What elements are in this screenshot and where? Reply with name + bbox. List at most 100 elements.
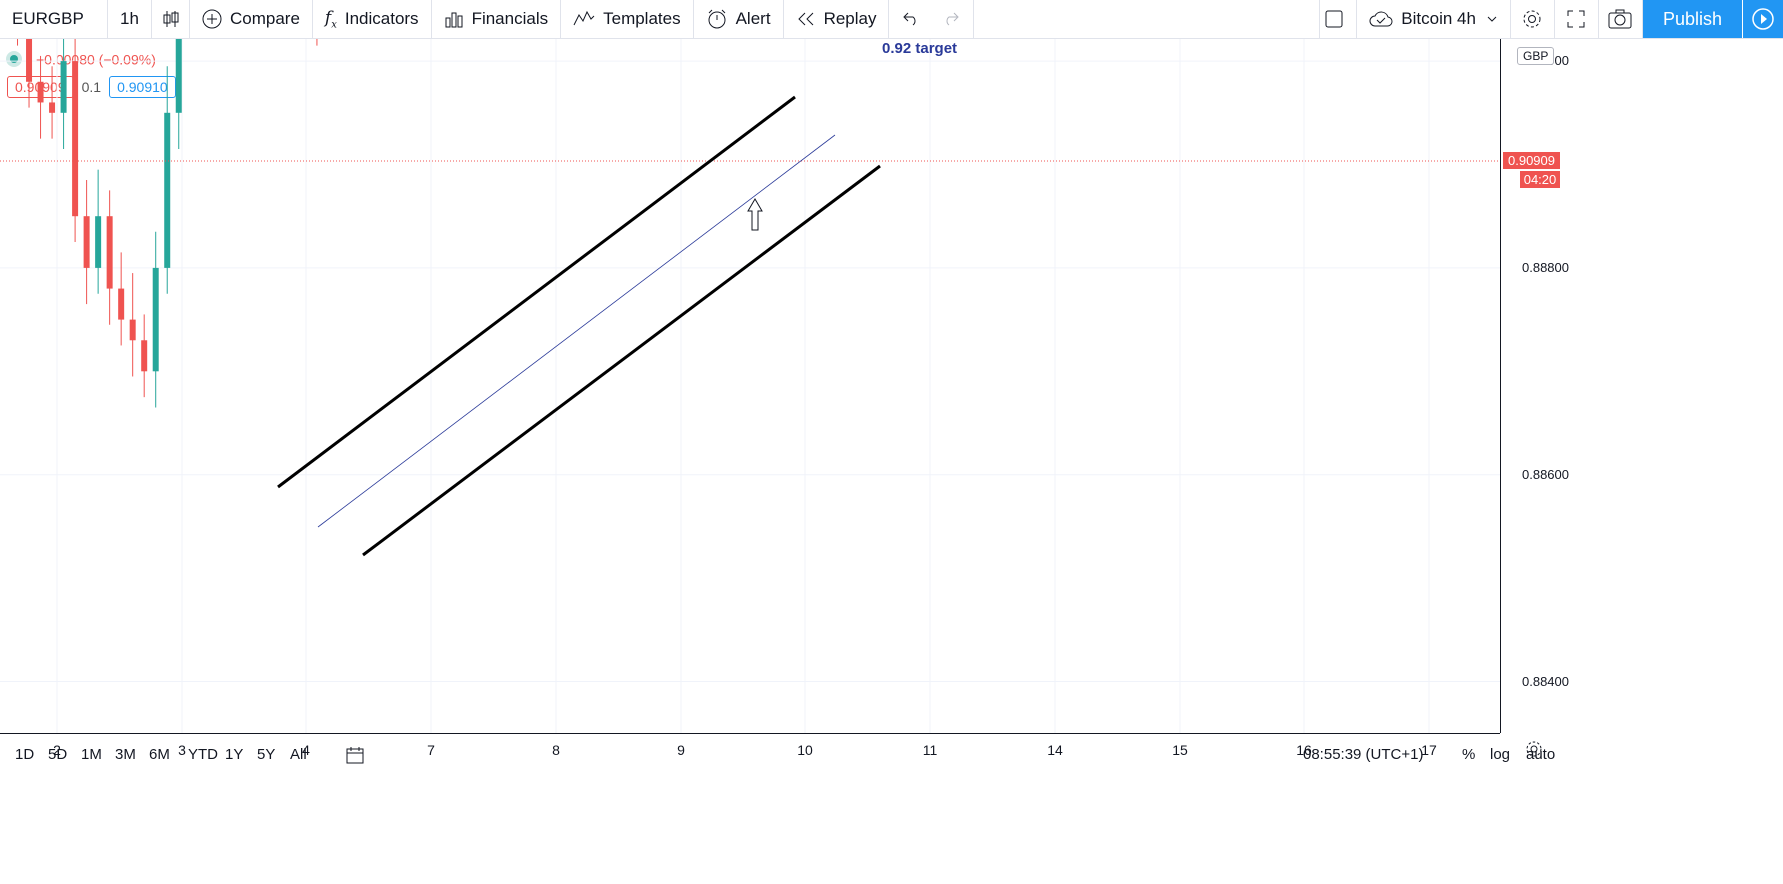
fullscreen-layout-button[interactable] xyxy=(1319,0,1358,38)
undo-icon xyxy=(903,12,916,26)
range-button-all[interactable]: All xyxy=(290,746,307,763)
last-price-tag: 0.90909 xyxy=(1503,152,1560,169)
time-axis-label: 10 xyxy=(797,742,813,758)
bar-countdown-tag: 04:20 xyxy=(1520,171,1560,188)
candle-body xyxy=(95,216,102,268)
range-button-ytd[interactable]: YTD xyxy=(188,746,218,763)
candle-body xyxy=(175,39,182,113)
indicators-button[interactable]: fx Indicators xyxy=(313,0,432,38)
time-axis-label: 4 xyxy=(302,742,310,758)
redo-button[interactable] xyxy=(939,0,975,38)
layout-name: Bitcoin 4h xyxy=(1401,9,1476,28)
time-axis-label: 9 xyxy=(677,742,685,758)
range-button-5d[interactable]: 5D xyxy=(48,746,68,763)
spread-value: 0.1 xyxy=(81,79,102,95)
candle-body xyxy=(37,81,44,103)
percent-scale-toggle[interactable]: % xyxy=(1462,746,1476,763)
alert-label: Alert xyxy=(735,9,771,28)
indicators-label: Indicators xyxy=(344,9,419,28)
financials-button[interactable]: Financials xyxy=(432,0,562,38)
candle-body xyxy=(83,216,90,268)
target-annotation[interactable]: 0.92 target xyxy=(882,40,958,57)
top-toolbar: EURGBP 1h Compare fx Indicators Financia… xyxy=(0,0,1783,39)
candle-body xyxy=(26,39,33,82)
layout-menu[interactable]: Bitcoin 4h xyxy=(1357,0,1511,38)
alarm-clock-icon xyxy=(708,9,726,29)
goto-date-button[interactable] xyxy=(345,745,365,770)
candles xyxy=(17,39,318,408)
price-axis[interactable] xyxy=(1500,39,1783,733)
candle-body xyxy=(129,319,136,341)
channel-mid-line xyxy=(317,134,836,528)
chart-type-button[interactable] xyxy=(152,0,190,38)
price-axis-label: 0.88400 xyxy=(1522,673,1569,689)
interval-label: 1h xyxy=(120,9,139,28)
fullscreen-button[interactable] xyxy=(1555,0,1599,38)
templates-button[interactable]: Templates xyxy=(561,0,694,38)
market-status-icon xyxy=(10,55,18,64)
range-button-6m[interactable]: 6M xyxy=(149,746,170,763)
time-axis-label: 14 xyxy=(1047,742,1063,758)
candle-body xyxy=(164,112,171,268)
alert-button[interactable]: Alert xyxy=(694,0,784,38)
clock-readout[interactable]: 08:55:39 (UTC+1) xyxy=(1303,746,1424,763)
replay-button[interactable]: Replay xyxy=(784,0,890,38)
templates-label: Templates xyxy=(603,9,681,28)
price-axis-label: 0.88600 xyxy=(1522,466,1569,482)
buy-button[interactable]: 0.90910 xyxy=(109,76,176,98)
channel-upper-line xyxy=(277,95,796,489)
currency-label[interactable]: GBP xyxy=(1517,47,1555,65)
undo-button[interactable] xyxy=(889,0,939,38)
time-axis[interactable] xyxy=(0,733,1500,758)
log-scale-toggle[interactable]: log xyxy=(1490,746,1511,763)
axis-settings-button[interactable] xyxy=(1524,739,1544,764)
gear-icon xyxy=(1526,741,1542,757)
price-chart[interactable] xyxy=(0,39,1500,733)
play-circle-icon xyxy=(1752,8,1774,30)
range-button-1m[interactable]: 1M xyxy=(81,746,102,763)
channel-lower-line xyxy=(362,164,881,557)
gear-icon xyxy=(1523,10,1541,28)
range-button-3m[interactable]: 3M xyxy=(115,746,136,763)
settings-button[interactable] xyxy=(1511,0,1555,38)
time-axis-label: 15 xyxy=(1172,742,1188,758)
candle-body xyxy=(118,288,125,320)
camera-icon xyxy=(1608,9,1632,29)
symbol-search[interactable]: EURGBP xyxy=(0,0,108,38)
range-button-1d[interactable]: 1D xyxy=(15,746,35,763)
candle-body xyxy=(141,340,148,372)
interval-button[interactable]: 1h xyxy=(108,0,152,38)
replay-label: Replay xyxy=(823,9,877,28)
range-button-1y[interactable]: 1Y xyxy=(225,746,244,763)
time-axis-label: 11 xyxy=(922,742,938,758)
price-axis-label: 0.88800 xyxy=(1522,259,1569,275)
chevron-down-icon xyxy=(1487,16,1497,22)
chart-grid xyxy=(0,39,1500,733)
financials-label: Financials xyxy=(471,9,549,28)
time-axis-label: 16 xyxy=(1296,742,1312,758)
compare-button[interactable]: Compare xyxy=(190,0,313,38)
time-axis-label: 7 xyxy=(427,742,435,758)
compare-label: Compare xyxy=(230,9,300,28)
redo-icon xyxy=(947,12,960,26)
candles-icon xyxy=(163,11,178,27)
calendar-icon xyxy=(346,747,364,764)
snapshot-button[interactable] xyxy=(1599,0,1643,38)
bar-chart-icon xyxy=(445,12,463,28)
fx-icon: fx xyxy=(324,7,337,31)
square-icon xyxy=(1325,10,1343,28)
time-axis-label: 2 xyxy=(53,742,61,758)
cloud-icon xyxy=(1369,11,1393,27)
time-axis-label: 8 xyxy=(552,742,560,758)
templates-icon xyxy=(573,10,595,26)
symbol-label: EURGBP xyxy=(12,9,84,28)
candle-body xyxy=(60,61,67,113)
publish-button[interactable]: Publish xyxy=(1642,0,1742,38)
publish-stream-button[interactable] xyxy=(1742,0,1783,38)
arrow-up-icon xyxy=(747,198,763,231)
range-button-5y[interactable]: 5Y xyxy=(257,746,276,763)
time-axis-label: 3 xyxy=(178,742,186,758)
candle-body xyxy=(152,267,159,372)
auto-scale-toggle[interactable]: auto xyxy=(1526,746,1556,763)
candle-body xyxy=(72,61,79,217)
